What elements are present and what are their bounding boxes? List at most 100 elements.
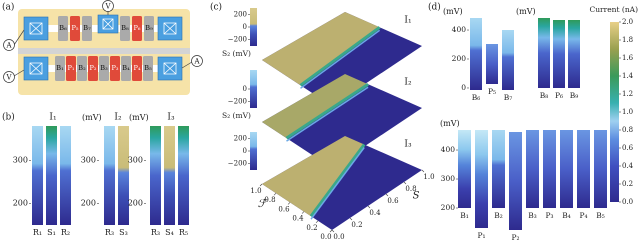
unit-label: (mV) [516,7,536,16]
y-tick-label: 0 [243,23,247,31]
subplot-title: I₂ [114,113,122,123]
meter [3,71,15,83]
bar [150,126,161,225]
bar-label: R₂ [61,228,70,237]
gate-label: B₆ [59,24,67,32]
bar-label: B₆ [472,93,481,102]
tick-mark [331,229,335,233]
bar [502,30,514,90]
meter [191,55,203,67]
gate-label: P₃ [112,64,119,72]
f-tick-label: 0.8 [264,196,275,204]
y-tick-label: 200 [452,54,467,63]
tick-mark [403,181,407,185]
s-tick-label: 0.6 [387,197,399,205]
subplot-title: I₃ [167,113,175,123]
bar [164,126,175,225]
meter [102,0,114,12]
gate-label: B₃ [100,64,108,72]
bar [568,20,580,88]
unit-label: (mV) [82,113,102,122]
surface-band [285,82,369,140]
colorbar [610,22,619,202]
scale-strip [250,70,257,108]
gate-label: P₄ [134,64,141,72]
f-tick-label: 0.0 [320,233,331,241]
gate-label: B₉ [145,24,153,32]
colorbar-tick-label: 2.0 [622,18,633,26]
unit-label: (mV) [440,119,460,128]
axis-label: S₂ (mV) [222,111,251,120]
gate [110,56,120,81]
meter [3,39,15,51]
y-tick-label: 200 [234,10,247,18]
gate [70,16,80,41]
gate [144,16,154,41]
colorbar-tick-label: 0.6 [622,144,634,152]
colorbar-tick-label: 1.4 [622,72,634,80]
f-tick-label: 0.2 [306,224,317,232]
gate [132,16,142,41]
bar-label: P₅ [488,87,496,96]
axis-label: ℱ [258,197,269,210]
surface-band [309,143,366,218]
bar-label: R₃ [151,228,160,237]
colorbar-tick-label: 1.0 [622,108,633,116]
bar [46,126,57,225]
f-tick-label: 0.4 [292,215,304,223]
panel-label: (c) [210,2,222,13]
gate [88,56,98,81]
bar-label: B₂ [494,211,503,220]
bar [560,130,573,208]
scale-strip [250,8,257,46]
bar [594,130,607,208]
bar-label: B₃ [528,211,537,220]
y-tick-label: 0 [461,83,466,92]
bar [538,18,550,88]
gate-label: B₈ [121,24,129,32]
scale-strip [250,132,257,170]
surface-high [262,136,365,217]
bar-label: P₆ [555,91,563,100]
s-tick-label: 0.2 [351,221,362,229]
gate-label: P₂ [90,64,97,72]
gate [66,56,76,81]
bar-label: B₉ [570,91,579,100]
bar [553,20,565,88]
s-tick-label: 0.0 [333,233,344,241]
y-tick-label: −200 [228,98,247,106]
bar-label: S₄ [165,228,174,237]
bar [509,132,522,230]
bar-label: S₃ [119,228,128,237]
y-tick-label: 0 [243,85,247,93]
surface-high [262,74,369,139]
y-tick-label: −200 [228,36,247,44]
bar-label: R₃ [105,228,114,237]
panel-label: (d) [428,2,441,13]
panel-label: (a) [2,2,14,13]
s-tick-label: 0.4 [369,209,381,217]
bar-label: R₁ [33,228,42,237]
unit-label: (mV) [129,113,149,122]
meter-label: V [104,3,111,11]
bar-label: B₇ [504,93,513,102]
meter-label: A [5,42,12,50]
gate [55,56,65,81]
y-tick-label: 300 [13,155,28,164]
f-tick-label: 1.0 [250,187,261,195]
bar-label: P₄ [579,211,587,220]
bar [470,18,482,90]
gate-label: B₂ [78,64,86,72]
tick-mark [367,205,371,209]
bar-label: R₅ [179,228,188,237]
tick-mark [273,192,277,196]
subplot-title: I₁ [49,113,56,123]
meter-label: V [5,74,12,82]
gate [143,56,153,81]
tick-mark [301,211,305,214]
colorbar-tick-label: 1.2 [622,90,633,98]
colorbar-tick-label: 0.8 [622,126,633,134]
bar-label: P₃ [545,211,553,220]
y-tick-label: −200 [228,160,247,168]
tick-mark [385,193,389,197]
